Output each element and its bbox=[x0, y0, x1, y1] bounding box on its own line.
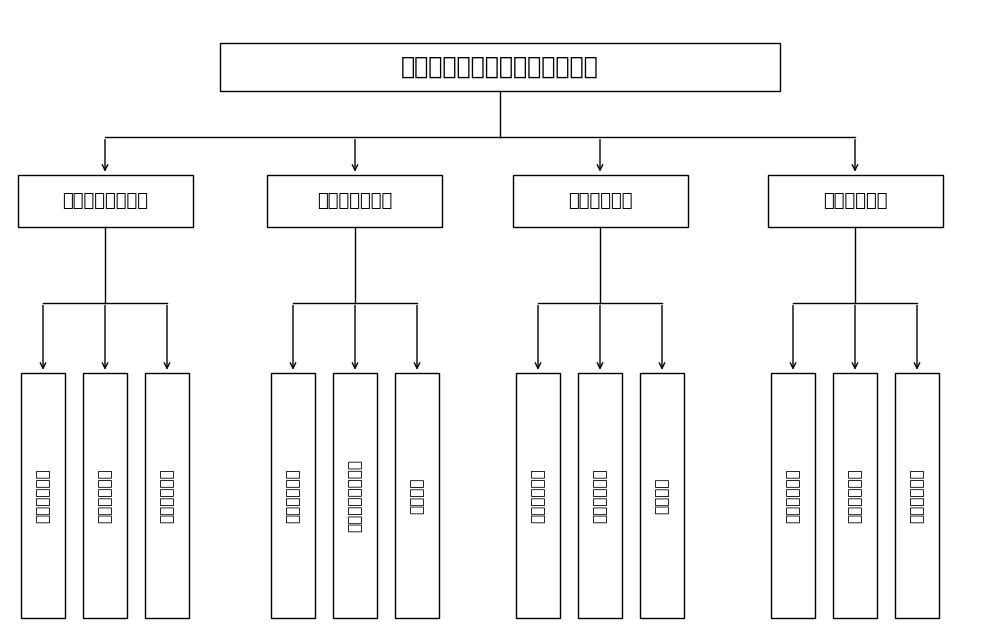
Text: 最优配网选择单元: 最优配网选择单元 bbox=[348, 459, 362, 532]
Bar bbox=[21, 373, 65, 618]
Text: 配网设计录入: 配网设计录入 bbox=[159, 468, 174, 522]
Bar bbox=[516, 373, 560, 618]
Bar bbox=[768, 175, 942, 227]
Bar bbox=[333, 373, 377, 618]
Text: 随机抽取单元: 随机抽取单元 bbox=[785, 468, 800, 522]
Text: 线路测试单元: 线路测试单元 bbox=[848, 468, 862, 522]
Text: 信息传输单元: 信息传输单元 bbox=[98, 468, 112, 522]
Text: 智能低能耗模块: 智能低能耗模块 bbox=[317, 192, 393, 210]
Text: 配网加密模块: 配网加密模块 bbox=[568, 192, 632, 210]
Text: 配网测试模块: 配网测试模块 bbox=[823, 192, 887, 210]
Bar bbox=[267, 175, 442, 227]
Bar bbox=[145, 373, 189, 618]
Bar bbox=[833, 373, 877, 618]
Bar bbox=[220, 43, 780, 90]
Text: 密鑰发送单元: 密鑰发送单元 bbox=[593, 468, 608, 522]
Text: 密鑰产生单元: 密鑰产生单元 bbox=[530, 468, 546, 522]
Text: 一种基于低能耗的配网加密系统: 一种基于低能耗的配网加密系统 bbox=[401, 55, 599, 79]
Bar bbox=[512, 175, 688, 227]
Bar bbox=[395, 373, 439, 618]
Text: 加密单元: 加密单元 bbox=[654, 477, 670, 513]
Bar bbox=[271, 373, 315, 618]
Bar bbox=[895, 373, 939, 618]
Text: 优化计算单元: 优化计算单元 bbox=[286, 468, 300, 522]
Text: 配网通信设计模块: 配网通信设计模块 bbox=[62, 192, 148, 210]
Bar bbox=[640, 373, 684, 618]
Bar bbox=[771, 373, 815, 618]
Text: 监测控制单元: 监测控制单元 bbox=[36, 468, 50, 522]
Text: 线路重装单元: 线路重装单元 bbox=[909, 468, 924, 522]
Bar bbox=[578, 373, 622, 618]
Text: 优化单元: 优化单元 bbox=[410, 477, 424, 513]
Bar bbox=[18, 175, 192, 227]
Bar bbox=[83, 373, 127, 618]
